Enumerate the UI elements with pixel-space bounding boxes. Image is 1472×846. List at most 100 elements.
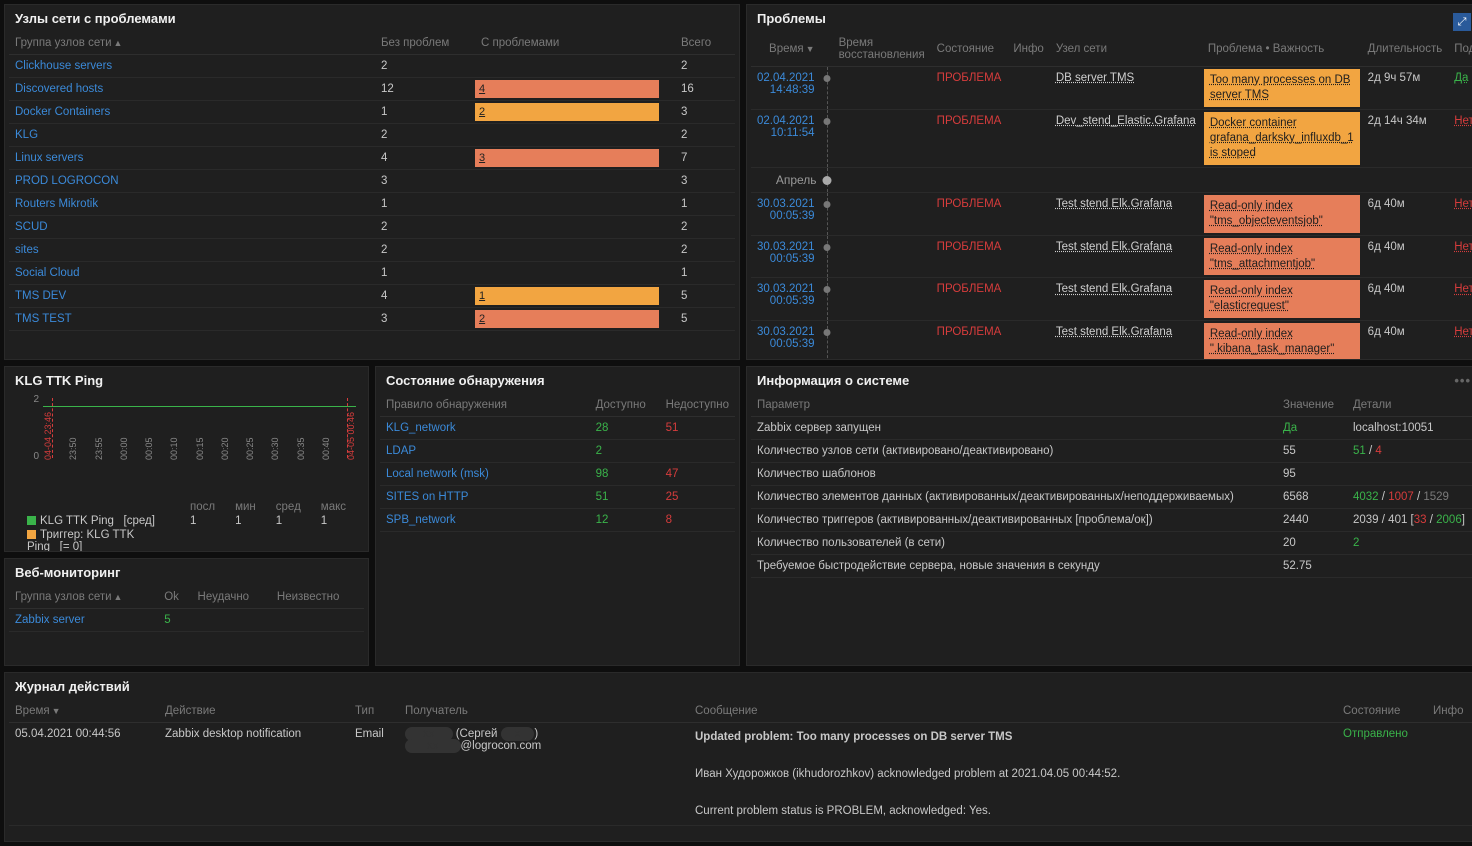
hostgroup-link[interactable]: Linux servers bbox=[15, 152, 83, 164]
down-count: 51 bbox=[660, 417, 735, 440]
problem-time-link[interactable]: 02.04.2021 10:11:54 bbox=[757, 115, 815, 139]
col-group[interactable]: Группа узлов сети▲ bbox=[9, 32, 375, 55]
host-link[interactable]: Test stend Elk.Grafana bbox=[1056, 326, 1172, 338]
ack-link[interactable]: Нет bbox=[1454, 241, 1472, 253]
discovery-rule-link[interactable]: SITES on HTTP bbox=[386, 491, 468, 503]
col-ok[interactable]: Ok bbox=[158, 586, 191, 609]
discovery-rule-link[interactable]: Local network (msk) bbox=[386, 468, 489, 480]
problem-bar[interactable] bbox=[475, 216, 675, 239]
col-param[interactable]: Параметр bbox=[751, 394, 1277, 417]
hostgroup-link[interactable]: sites bbox=[15, 244, 39, 256]
host-link[interactable]: DB server TMS bbox=[1056, 72, 1134, 84]
table-row: Количество элементов данных (активирован… bbox=[751, 486, 1472, 509]
ok-count: 2 bbox=[375, 55, 475, 78]
col-duration[interactable]: Длительность bbox=[1362, 32, 1449, 67]
col-type[interactable]: Тип bbox=[349, 700, 399, 723]
ack-link[interactable]: Нет bbox=[1454, 326, 1472, 338]
col-action[interactable]: Действие bbox=[159, 700, 349, 723]
problem-time-link[interactable]: 30.03.2021 00:05:39 bbox=[757, 198, 815, 222]
ack-link[interactable]: Нет bbox=[1454, 198, 1472, 210]
col-problem[interactable]: Проблема • Важность bbox=[1202, 32, 1362, 67]
col-recovery[interactable]: Время восстановления bbox=[833, 32, 931, 67]
problem-bar[interactable]: 1 bbox=[475, 285, 675, 308]
problem-bar[interactable] bbox=[475, 124, 675, 147]
ok-count: 5 bbox=[158, 609, 191, 632]
host-link[interactable]: Test stend Elk.Grafana bbox=[1056, 283, 1172, 295]
table-row: Zabbix сервер запущенДаlocalhost:10051 bbox=[751, 417, 1472, 440]
problem-link[interactable]: Read-only index "tms_objecteventsjob" bbox=[1204, 195, 1360, 233]
widget-title: Состояние обнаружения bbox=[386, 373, 545, 388]
col-info[interactable]: Инфо bbox=[1007, 32, 1049, 67]
col-state[interactable]: Состояние bbox=[1337, 700, 1427, 723]
host-link[interactable]: Test stend Elk.Grafana bbox=[1056, 198, 1172, 210]
hostgroup-link[interactable]: Zabbix server bbox=[15, 614, 85, 626]
hostgroup-link[interactable]: PROD LOGROCON bbox=[15, 175, 119, 187]
col-state[interactable]: Состояние bbox=[931, 32, 1008, 67]
hostgroup-link[interactable]: TMS DEV bbox=[15, 290, 66, 302]
col-host[interactable]: Узел сети bbox=[1050, 32, 1202, 67]
col-message[interactable]: Сообщение bbox=[689, 700, 1337, 723]
widget-web-monitoring: Веб-мониторинг Группа узлов сети▲ Ok Неу… bbox=[4, 558, 369, 666]
col-group[interactable]: Группа узлов сети▲ bbox=[9, 586, 158, 609]
col-prob[interactable]: С проблемами bbox=[475, 32, 675, 55]
fullscreen-icon[interactable]: ⤢ bbox=[1453, 13, 1471, 31]
param-details: localhost:10051 bbox=[1347, 417, 1472, 440]
col-time[interactable]: Время▼ bbox=[9, 700, 159, 723]
ack-link[interactable]: Нет bbox=[1454, 115, 1472, 127]
widget-menu-icon[interactable]: ••• bbox=[1454, 373, 1471, 388]
hostgroup-link[interactable]: Clickhouse servers bbox=[15, 60, 112, 72]
problem-bar[interactable] bbox=[475, 193, 675, 216]
hostgroup-link[interactable]: TMS TEST bbox=[15, 313, 72, 325]
col-rule[interactable]: Правило обнаружения bbox=[380, 394, 590, 417]
problem-link[interactable]: Read-only index "elasticrequest" bbox=[1204, 280, 1360, 318]
col-ok[interactable]: Без проблем bbox=[375, 32, 475, 55]
problem-time-link[interactable]: 02.04.2021 14:48:39 bbox=[757, 72, 815, 96]
hostgroup-link[interactable]: Discovered hosts bbox=[15, 83, 103, 95]
col-value[interactable]: Значение bbox=[1277, 394, 1347, 417]
problem-bar[interactable]: 4 bbox=[475, 78, 675, 101]
table-row: sites22 bbox=[9, 239, 735, 262]
discovery-rule-link[interactable]: LDAP bbox=[386, 445, 416, 457]
problem-link[interactable]: Read-only index "tms_attachmentjob" bbox=[1204, 238, 1360, 276]
col-total[interactable]: Всего bbox=[675, 32, 735, 55]
col-ack[interactable]: Подтверждено bbox=[1448, 32, 1472, 67]
ack-link[interactable]: Нет bbox=[1454, 283, 1472, 295]
table-row: 02.04.2021 14:48:39ПРОБЛЕМАDB server TMS… bbox=[751, 67, 1472, 110]
problem-bar[interactable]: 3 bbox=[475, 147, 675, 170]
hostgroup-link[interactable]: Docker Containers bbox=[15, 106, 110, 118]
duration: 2д 9ч 57м bbox=[1362, 67, 1449, 110]
problem-bar[interactable]: 2 bbox=[475, 308, 675, 331]
info-cell bbox=[1007, 321, 1049, 359]
hostgroup-link[interactable]: SCUD bbox=[15, 221, 48, 233]
col-details[interactable]: Детали bbox=[1347, 394, 1472, 417]
col-fail[interactable]: Неудачно bbox=[192, 586, 271, 609]
col-info[interactable]: Инфо bbox=[1427, 700, 1472, 723]
param-label: Количество пользователей (в сети) bbox=[751, 532, 1277, 555]
col-unknown[interactable]: Неизвестно bbox=[271, 586, 364, 609]
problem-bar[interactable] bbox=[475, 55, 675, 78]
problem-bar[interactable] bbox=[475, 239, 675, 262]
col-time[interactable]: Время▼ bbox=[751, 32, 821, 67]
table-row: Clickhouse servers22 bbox=[9, 55, 735, 78]
hostgroup-link[interactable]: Routers Mikrotik bbox=[15, 198, 98, 210]
host-link[interactable]: Dev_stend_Elastic.Grafana bbox=[1056, 115, 1196, 127]
problem-link[interactable]: Docker container grafana_darksky_influxd… bbox=[1204, 112, 1360, 165]
col-down[interactable]: Недоступно bbox=[660, 394, 735, 417]
host-link[interactable]: Test stend Elk.Grafana bbox=[1056, 241, 1172, 253]
problem-time-link[interactable]: 30.03.2021 00:05:39 bbox=[757, 241, 815, 265]
discovery-rule-link[interactable]: SPB_network bbox=[386, 514, 456, 526]
problem-link[interactable]: Too many processes on DB server TMS bbox=[1204, 69, 1360, 107]
problem-time-link[interactable]: 30.03.2021 00:05:39 bbox=[757, 283, 815, 307]
problem-link[interactable]: Read-only index ".kibana_task_manager" bbox=[1204, 323, 1360, 359]
hostgroup-link[interactable]: KLG bbox=[15, 129, 38, 141]
problem-time-link[interactable]: 30.03.2021 00:05:39 bbox=[757, 326, 815, 350]
problem-bar[interactable]: 2 bbox=[475, 101, 675, 124]
log-info bbox=[1427, 723, 1472, 826]
problem-bar[interactable] bbox=[475, 170, 675, 193]
ack-link[interactable]: Да bbox=[1454, 72, 1468, 84]
col-up[interactable]: Доступно bbox=[590, 394, 660, 417]
problem-bar[interactable] bbox=[475, 262, 675, 285]
discovery-rule-link[interactable]: KLG_network bbox=[386, 422, 456, 434]
hostgroup-link[interactable]: Social Cloud bbox=[15, 267, 80, 279]
col-recipient[interactable]: Получатель bbox=[399, 700, 689, 723]
